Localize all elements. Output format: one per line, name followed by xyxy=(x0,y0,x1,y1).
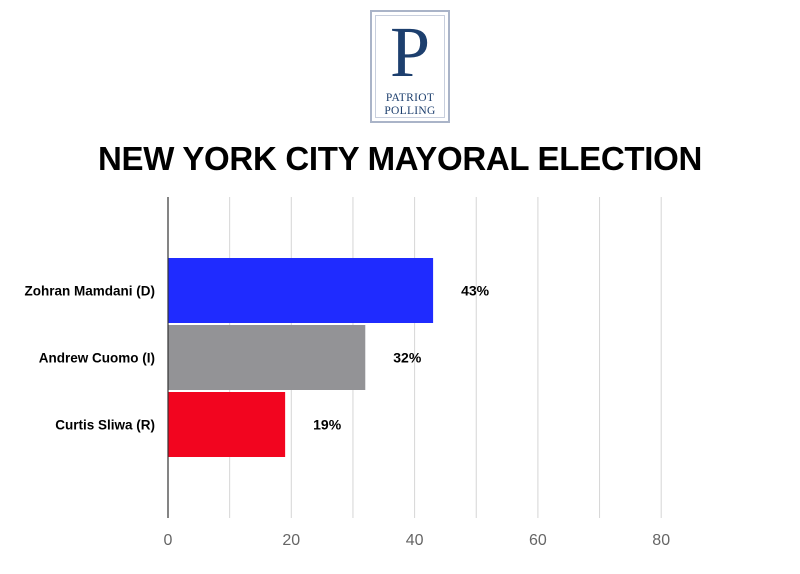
category-label: Curtis Sliwa (R) xyxy=(55,418,155,433)
bar-3 xyxy=(168,392,286,457)
logo-line2: POLLING xyxy=(384,105,436,117)
x-tick-label: 20 xyxy=(282,532,300,549)
category-label: Andrew Cuomo (I) xyxy=(39,351,155,366)
category-label: Zohran Mamdani (D) xyxy=(25,284,156,299)
patriot-polling-logo: P PATRIOT POLLING xyxy=(370,10,450,123)
x-tick-label: 40 xyxy=(406,532,424,549)
bar-2 xyxy=(168,325,366,390)
data-label: 32% xyxy=(393,350,422,366)
logo-letter: P xyxy=(389,12,431,92)
bar-1 xyxy=(168,258,434,323)
x-tick-label: 0 xyxy=(164,532,173,549)
x-tick-label: 60 xyxy=(529,532,547,549)
data-label: 19% xyxy=(313,417,342,433)
chart-title: NEW YORK CITY MAYORAL ELECTION xyxy=(97,140,702,177)
x-tick-label: 80 xyxy=(652,532,670,549)
data-label: 43% xyxy=(461,283,490,299)
logo-line1: PATRIOT xyxy=(385,92,435,104)
